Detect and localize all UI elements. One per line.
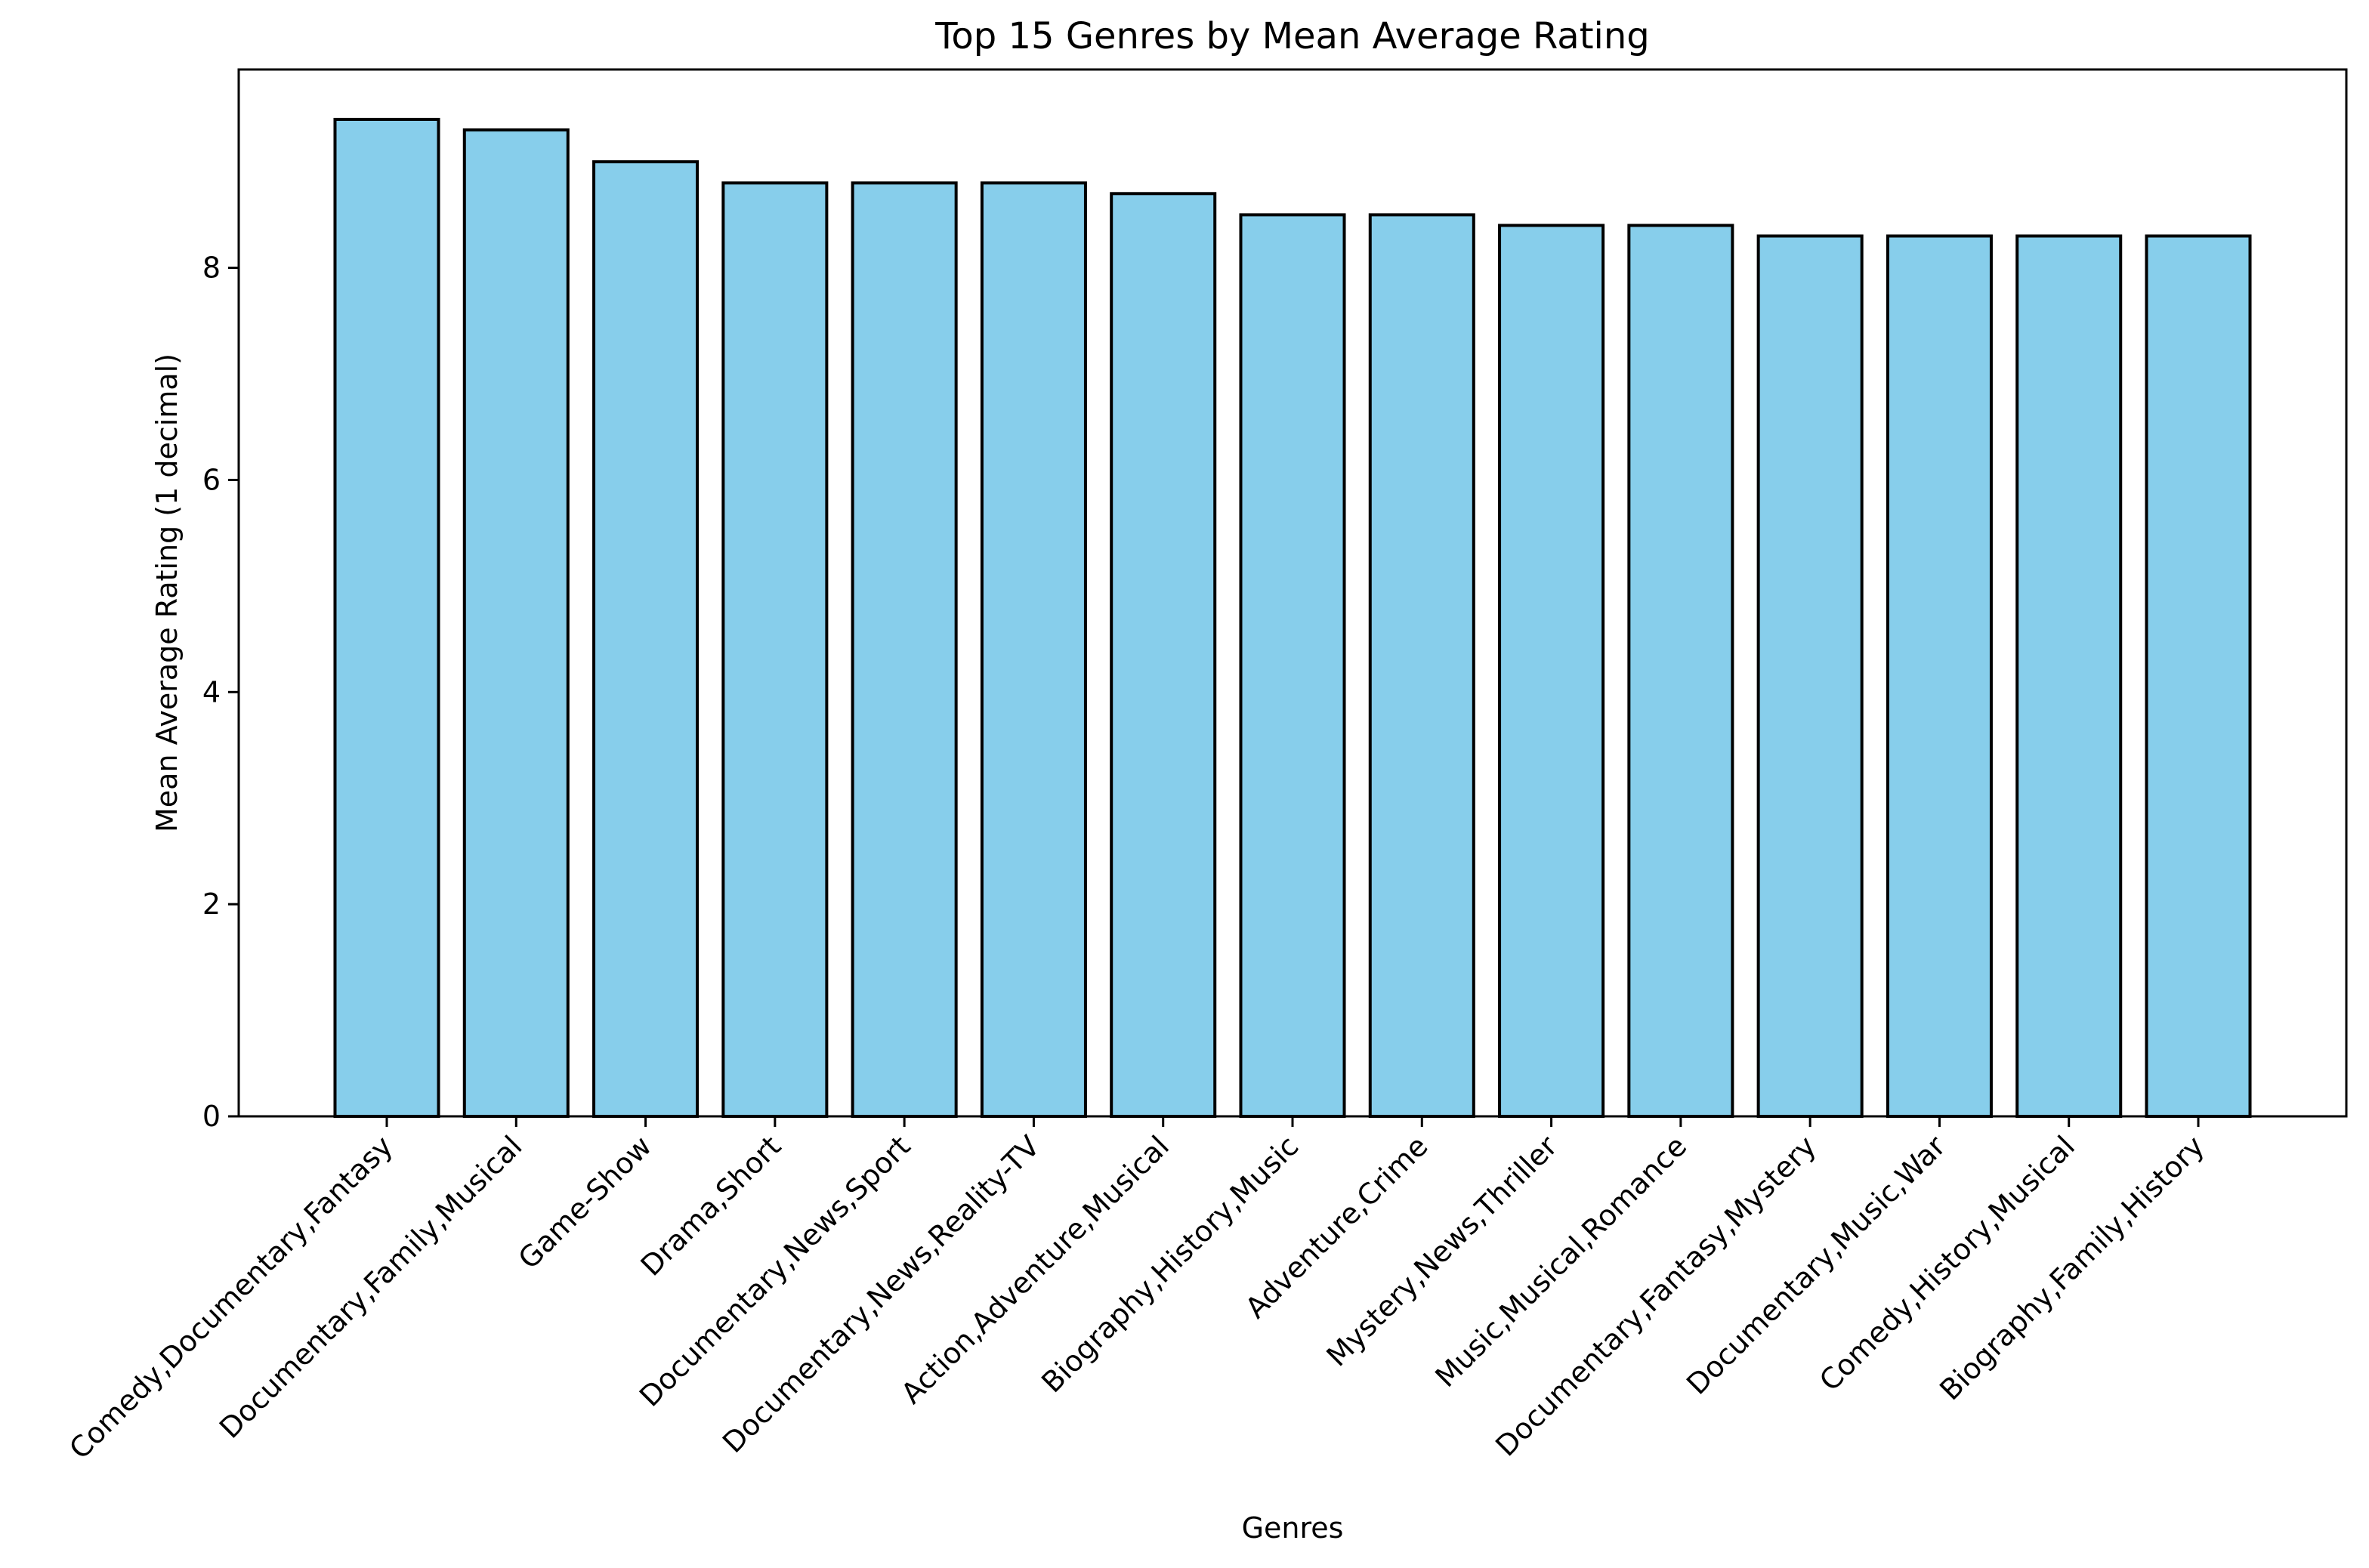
y-tick-label: 6 [202,463,221,496]
bar [1886,234,1993,1118]
y-tick-label: 0 [202,1100,221,1133]
bar [592,160,700,1119]
bar [1239,213,1346,1119]
bar [462,128,570,1118]
chart-title: Top 15 Genres by Mean Average Rating [934,15,1650,57]
bar [851,181,958,1118]
bar [721,181,829,1118]
y-tick-label: 2 [202,887,221,921]
bar [1756,234,1864,1118]
y-tick-label: 8 [202,252,221,285]
bar [2145,234,2252,1118]
bar [1368,213,1475,1119]
x-tick-label: Biography,Family,History [1933,1129,2210,1406]
bar [333,118,440,1118]
bar [1110,192,1217,1119]
bar [1627,224,1734,1118]
x-tick-label: Game-Show [512,1129,658,1275]
x-tick-label: Documentary,News,Sport [633,1129,917,1413]
y-tick-label: 4 [202,675,221,708]
x-axis: Comedy,Documentary,FantasyDocumentary,Fa… [63,1116,2210,1465]
bars-group [333,118,2252,1119]
x-axis-label: Genres [1242,1511,1344,1545]
x-tick-label: Mystery,News,Thriller [1320,1129,1564,1373]
x-tick-label: Action,Adventure,Musical [894,1129,1175,1410]
bar [1498,224,1605,1118]
bar [2015,234,2123,1118]
y-axis-label: Mean Average Rating (1 decimal) [150,353,184,832]
bar [980,181,1087,1118]
x-tick-label: Music,Musical,Romance [1429,1129,1693,1394]
x-tick-label: Comedy,History,Musical [1813,1129,2081,1397]
x-tick-label: Documentary,Music,War [1680,1129,1952,1401]
x-tick-label: Biography,History,Music [1035,1129,1305,1399]
y-axis: 0 2 4 6 8 [202,252,239,1133]
